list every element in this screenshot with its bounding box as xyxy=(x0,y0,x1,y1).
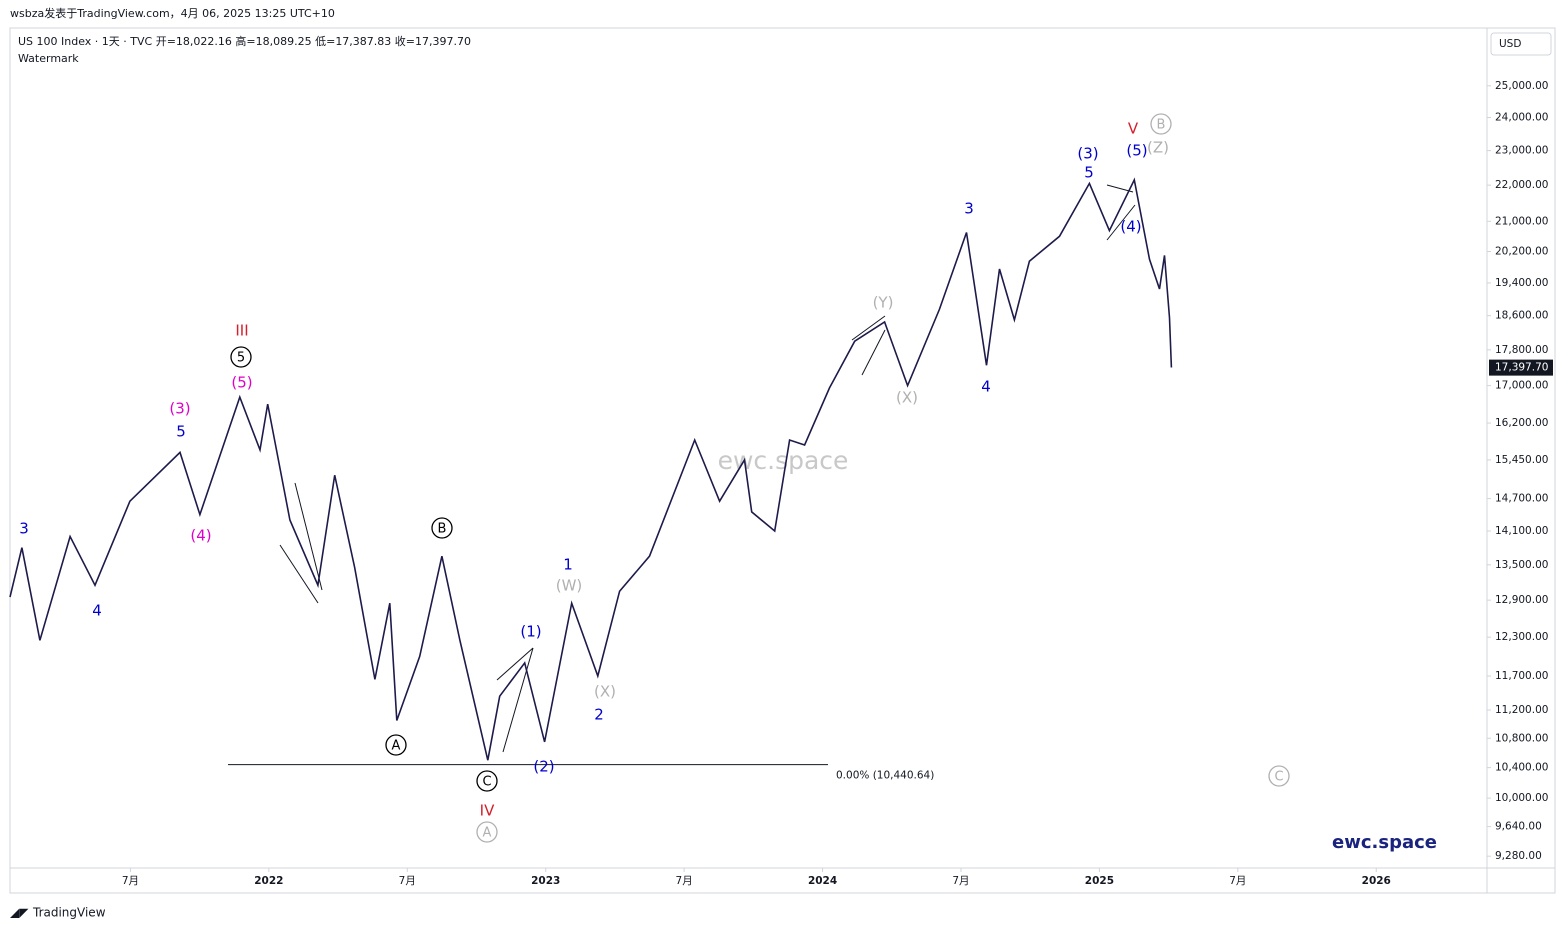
y-tick-label: 10,400.00 xyxy=(1495,762,1548,774)
footer: TradingView xyxy=(32,906,106,920)
y-tick-label: 22,000.00 xyxy=(1495,179,1548,191)
wave-label: (X) xyxy=(896,389,918,407)
x-tick-label: 2023 xyxy=(531,875,560,887)
y-tick-label: 15,450.00 xyxy=(1495,454,1548,466)
wave-circle xyxy=(476,770,498,792)
y-tick-label: 19,400.00 xyxy=(1495,277,1548,289)
y-tick-label: 11,700.00 xyxy=(1495,670,1548,682)
y-tick-label: 20,200.00 xyxy=(1495,246,1548,258)
last-price-tag xyxy=(1489,359,1553,376)
wave-circle xyxy=(385,734,407,756)
wave-circle xyxy=(476,821,498,843)
wave-label: IV xyxy=(480,802,495,820)
y-tick-label: 13,500.00 xyxy=(1495,559,1548,571)
chart-title: US 100 Index · 1天 · TVC 开=18,022.16 高=18… xyxy=(18,34,471,48)
y-tick-label: 10,000.00 xyxy=(1495,792,1548,804)
y-tick-label: 17,000.00 xyxy=(1495,380,1548,392)
x-tick-label: 7月 xyxy=(399,875,416,887)
wave-label: 3 xyxy=(964,200,974,218)
y-tick-label: 12,300.00 xyxy=(1495,631,1548,643)
wave-label: A xyxy=(483,826,492,841)
y-tick-label: 10,800.00 xyxy=(1495,732,1548,744)
y-tick-label: 24,000.00 xyxy=(1495,112,1548,124)
wave-label: 2 xyxy=(594,706,604,724)
wave-label: 5 xyxy=(176,423,186,441)
wave-label: 4 xyxy=(92,602,102,620)
wave-label: A xyxy=(392,739,401,754)
currency-box[interactable] xyxy=(1490,32,1552,56)
wave-label: (1) xyxy=(520,623,541,641)
x-tick-label: 2025 xyxy=(1085,875,1114,887)
wave-label: (4) xyxy=(190,527,211,545)
wave-label: B xyxy=(438,522,447,537)
y-tick-label: 25,000.00 xyxy=(1495,80,1548,92)
y-tick-label: 12,900.00 xyxy=(1495,594,1548,606)
subtitle: Watermark xyxy=(18,52,79,65)
wave-label: 5 xyxy=(1084,164,1094,182)
last-price-label: 17,397.70 xyxy=(1495,362,1548,374)
y-tick-label: 18,600.00 xyxy=(1495,310,1548,322)
wave-circle xyxy=(1268,765,1290,787)
wave-label: (Z) xyxy=(1147,139,1169,157)
trend-lines xyxy=(279,184,1136,753)
watermark: ewc.space xyxy=(718,446,849,475)
x-tick-label: 2022 xyxy=(254,875,283,887)
y-tick-label: 9,640.00 xyxy=(1495,821,1542,833)
wave-label: C xyxy=(482,775,491,790)
wave-label: (X) xyxy=(594,683,616,701)
fib-label: 0.00% (10,440.64) xyxy=(836,770,934,782)
wave-label: (4) xyxy=(1120,218,1141,236)
y-tick-label: 14,700.00 xyxy=(1495,493,1548,505)
byline: wsbza发表于TradingView.com，4月 06, 2025 13:2… xyxy=(10,6,335,20)
y-tick-label: 16,200.00 xyxy=(1495,417,1548,429)
wave-label: C xyxy=(1274,770,1283,785)
wave-label: (Y) xyxy=(873,294,894,312)
wave-label: 1 xyxy=(563,556,573,574)
wave-label: (2) xyxy=(533,758,554,776)
wave-label: III xyxy=(235,322,248,340)
x-tick-label: 7月 xyxy=(1229,875,1246,887)
frame xyxy=(9,27,1556,894)
wave-label: (5) xyxy=(1126,142,1147,160)
wave-label: 4 xyxy=(981,378,991,396)
x-tick-label: 7月 xyxy=(676,875,693,887)
wave-label: V xyxy=(1128,120,1139,138)
logo: ◢◤ xyxy=(10,906,29,920)
wave-label: (W) xyxy=(556,577,583,595)
watermark-brand: ewc.space xyxy=(1332,832,1437,853)
wave-label: (3) xyxy=(1077,145,1098,163)
wave-label: (3) xyxy=(169,400,190,418)
wave-circle xyxy=(431,517,453,539)
wave-label: 5 xyxy=(237,351,245,366)
y-tick-label: 21,000.00 xyxy=(1495,215,1548,227)
y-tick-label: 17,800.00 xyxy=(1495,344,1548,356)
x-tick-label: 2024 xyxy=(808,875,837,887)
wave-label: 3 xyxy=(19,520,29,538)
wave-circle xyxy=(230,346,252,368)
y-tick-label: 11,200.00 xyxy=(1495,704,1548,716)
x-tick-label: 7月 xyxy=(952,875,969,887)
wave-label: (5) xyxy=(231,374,252,392)
x-tick-label: 7月 xyxy=(122,875,139,887)
y-tick-label: 9,280.00 xyxy=(1495,850,1542,862)
y-tick-label: 23,000.00 xyxy=(1495,145,1548,157)
currency: USD xyxy=(1499,38,1521,50)
x-tick-label: 2026 xyxy=(1362,875,1391,887)
wave-circle xyxy=(1150,113,1172,135)
price-line xyxy=(9,177,1173,761)
y-tick-label: 14,100.00 xyxy=(1495,525,1548,537)
wave-label: B xyxy=(1157,118,1166,133)
